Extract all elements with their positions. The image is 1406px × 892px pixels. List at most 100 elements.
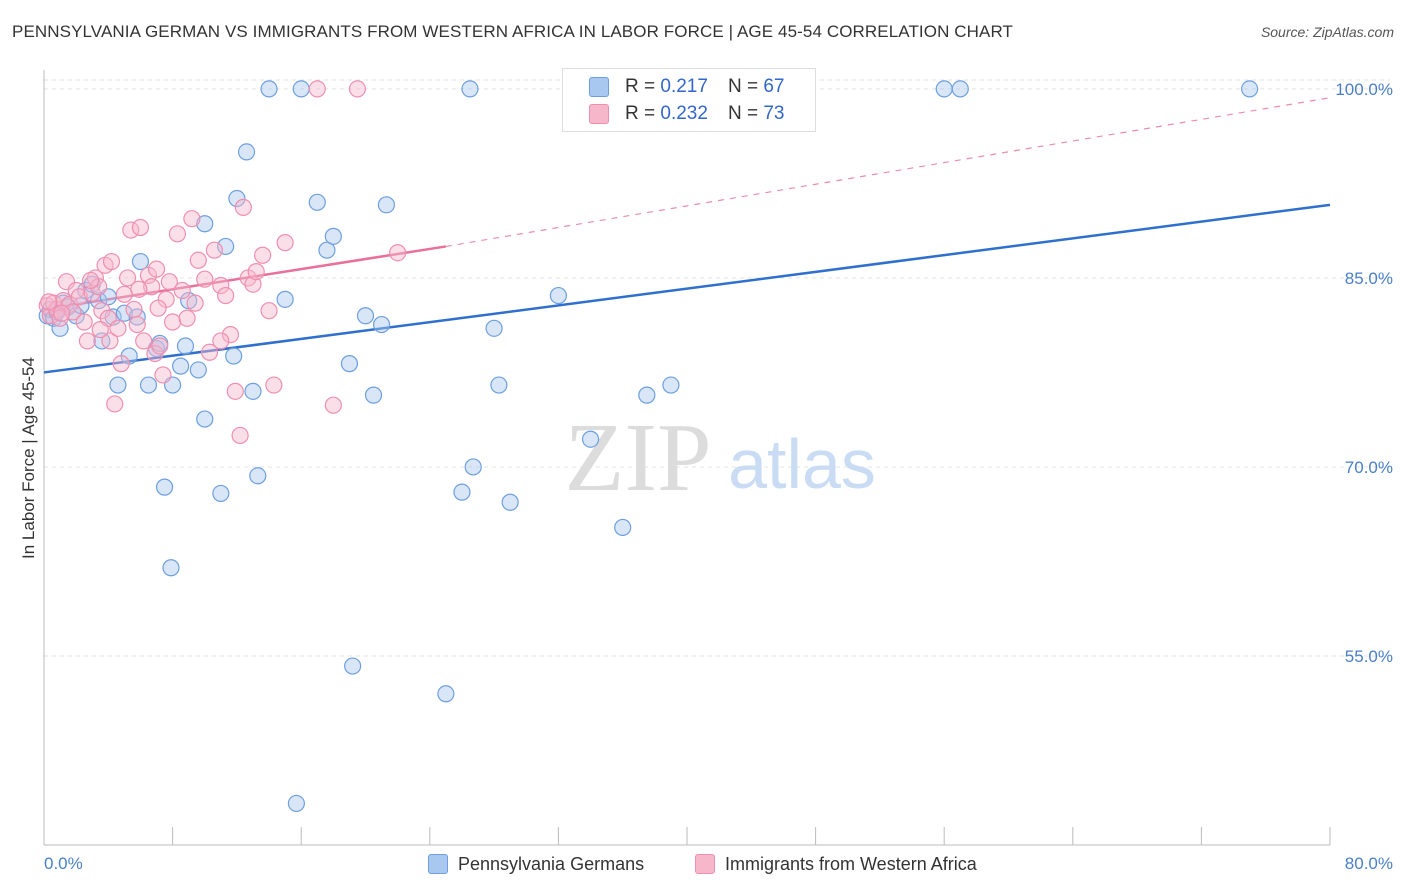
data-point-blue (276, 290, 294, 308)
r-label: R = (625, 76, 656, 97)
n-label: N = (727, 103, 759, 124)
data-point-pink (308, 80, 326, 98)
data-point-pink (101, 332, 119, 350)
y-tick-label: 100.0% (1335, 80, 1393, 99)
watermark-zip: ZIP (565, 404, 712, 512)
data-point-pink (168, 225, 187, 243)
data-point-blue (1241, 80, 1259, 98)
legend-item-immigrants-western-africa[interactable]: Immigrants from Western Africa (695, 852, 977, 876)
data-point-blue (464, 458, 482, 476)
data-point-pink (41, 307, 60, 325)
y-tick-labels: 55.0% 70.0% 85.0% 100.0% (1335, 80, 1393, 666)
data-point-blue (189, 361, 207, 379)
data-point-pink (75, 313, 93, 331)
gridlines (44, 79, 1390, 657)
data-point-blue (935, 80, 953, 98)
data-point-pink (265, 376, 283, 394)
data-point-pink (109, 319, 127, 337)
data-point-blue (356, 307, 375, 325)
data-point-pink (196, 270, 214, 288)
r-label: R = (625, 103, 656, 124)
blue-swatch (589, 77, 609, 97)
data-point-blue (662, 376, 680, 394)
blue-legend-swatch (428, 854, 448, 874)
y-axis-label: In Labor Force | Age 45-54 (19, 357, 38, 559)
data-point-pink (70, 288, 88, 306)
data-point-pink (112, 355, 130, 373)
data-point-pink (91, 320, 109, 339)
data-point-blue (614, 518, 632, 537)
data-point-pink (231, 426, 249, 445)
data-point-blue (344, 657, 362, 675)
data-point-blue (485, 319, 503, 337)
data-point-pink (260, 302, 278, 320)
n-value-blue: 67 (763, 76, 785, 97)
legend-label-pink: Immigrants from Western Africa (725, 853, 977, 874)
data-point-pink (131, 218, 150, 237)
data-point-blue (237, 143, 256, 161)
legend-item-pennsylvania-germans[interactable]: Pennsylvania Germans (428, 852, 644, 876)
data-point-blue (155, 478, 174, 496)
data-point-blue (217, 237, 235, 256)
data-point-pink (324, 396, 342, 414)
data-point-blue (139, 376, 158, 394)
data-point-pink (186, 294, 204, 312)
data-point-blue (196, 215, 214, 233)
stats-legend-row-blue: R = 0.217 N = 67 (589, 75, 784, 99)
data-point-blue (196, 410, 214, 428)
r-value-pink: 0.232 (660, 103, 708, 124)
data-point-pink (151, 337, 169, 355)
data-point-blue (131, 252, 150, 271)
data-point-blue (340, 355, 359, 373)
data-point-pink (254, 246, 272, 264)
data-point-blue (372, 315, 391, 334)
data-point-blue (162, 559, 180, 577)
data-point-blue (176, 337, 195, 355)
data-point-pink (200, 343, 219, 361)
data-point-pink (217, 286, 235, 305)
data-point-pink (122, 221, 140, 239)
data-point-pink (247, 263, 265, 281)
data-point-blue (308, 193, 326, 211)
data-point-blue (244, 382, 262, 400)
data-point-pink (53, 304, 71, 322)
data-point-blue (109, 376, 127, 394)
data-point-pink (128, 315, 146, 334)
data-point-blue (581, 430, 600, 448)
data-point-pink (130, 280, 148, 298)
pink-swatch (589, 104, 609, 124)
data-point-blue (364, 386, 383, 404)
data-point-blue (225, 347, 243, 365)
watermark-atlas: atlas (728, 425, 876, 503)
n-label: N = (727, 76, 759, 97)
data-point-blue (292, 80, 310, 98)
data-point-pink (115, 285, 133, 303)
source-credit: Source: ZipAtlas.com (1260, 24, 1394, 40)
data-point-pink (143, 278, 161, 296)
trend-lines (43, 97, 1331, 374)
data-point-pink (173, 281, 191, 300)
chart-title: PENNSYLVANIA GERMAN VS IMMIGRANTS FROM W… (12, 22, 1014, 41)
data-point-pink (86, 269, 105, 287)
x-tick-label: 80.0% (1345, 854, 1393, 873)
trend-line-blue (43, 203, 1331, 374)
data-point-pink (348, 80, 367, 98)
data-point-pink (102, 252, 121, 271)
stats-legend: R = 0.217 N = 67 R = 0.232 N = 73 (562, 68, 816, 132)
data-point-blue (228, 189, 246, 208)
data-point-pink (78, 332, 97, 350)
data-point-blue (490, 376, 508, 394)
data-point-pink (154, 366, 172, 384)
data-point-pink (234, 198, 252, 216)
data-point-pink (82, 271, 100, 290)
data-point-blue (453, 483, 471, 501)
data-point-pink (40, 293, 58, 311)
data-point-blue (377, 196, 395, 214)
data-point-blue (115, 304, 133, 322)
data-point-pink (149, 299, 167, 317)
data-point-blue (51, 319, 69, 337)
y-tick-label: 85.0% (1345, 269, 1393, 288)
data-point-blue (212, 484, 230, 503)
x-tick-labels: 0.0% 80.0% (44, 854, 1393, 873)
